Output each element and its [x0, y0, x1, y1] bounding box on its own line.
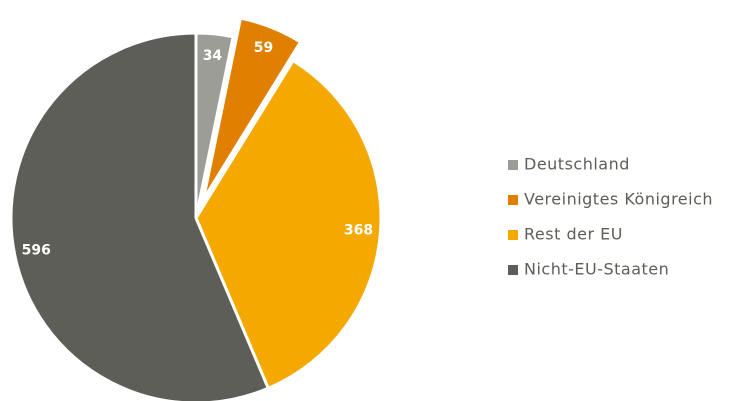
legend-swatch: [508, 195, 518, 205]
pie-slice: [201, 16, 303, 201]
data-label: 59: [254, 40, 273, 56]
data-label: 368: [344, 222, 373, 238]
pie-slice: [194, 58, 383, 391]
legend-label: Deutschland: [524, 155, 630, 174]
legend-swatch: [508, 230, 518, 240]
legend-label: Vereinigtes Königreich: [524, 190, 713, 209]
data-label: 34: [203, 48, 223, 64]
legend-label: Rest der EU: [524, 225, 623, 244]
data-label: 596: [22, 242, 51, 258]
legend-swatch: [508, 265, 518, 275]
legend-label: Nicht-EU-Staaten: [524, 260, 669, 279]
legend-swatch: [508, 160, 518, 170]
pie-slice: [9, 31, 271, 401]
